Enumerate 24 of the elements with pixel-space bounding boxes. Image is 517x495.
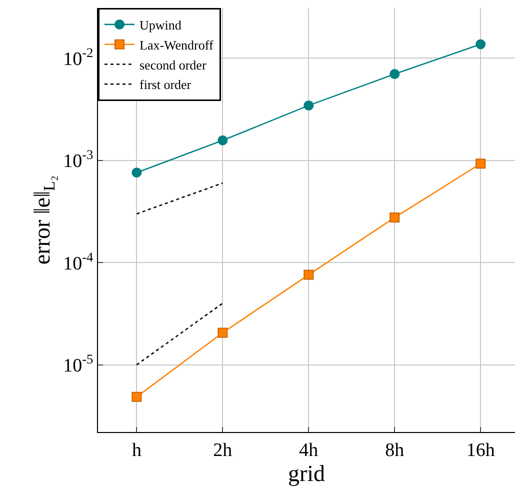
point	[304, 270, 314, 280]
point	[390, 69, 400, 80]
legend-label: second order	[140, 57, 207, 72]
point	[132, 392, 142, 402]
y-tick-label: 10$^{-2}$	[63, 44, 94, 70]
x-tick-label: 2h	[213, 440, 233, 461]
legend-label: first order	[140, 77, 192, 92]
legend-label: Lax-Wendroff	[140, 37, 214, 52]
point	[476, 158, 486, 169]
y-tick-label: 10$^{-4}$	[63, 249, 94, 274]
point	[304, 100, 314, 110]
y-tick-label: 10$^{-3}$	[63, 147, 94, 172]
point	[390, 212, 400, 223]
x-tick-label: h	[132, 440, 142, 461]
point	[132, 168, 142, 178]
x-tick-label: 16h	[466, 440, 496, 461]
legend-label: Upwind	[140, 18, 182, 33]
point	[218, 328, 228, 338]
y-tick-label: 10$^{-5}$	[63, 351, 94, 376]
point	[218, 135, 228, 146]
x-tick-label: 4h	[299, 440, 319, 461]
x-tick-label: 8h	[385, 440, 405, 461]
x-axis-title: grid	[288, 460, 326, 486]
point	[476, 39, 486, 50]
